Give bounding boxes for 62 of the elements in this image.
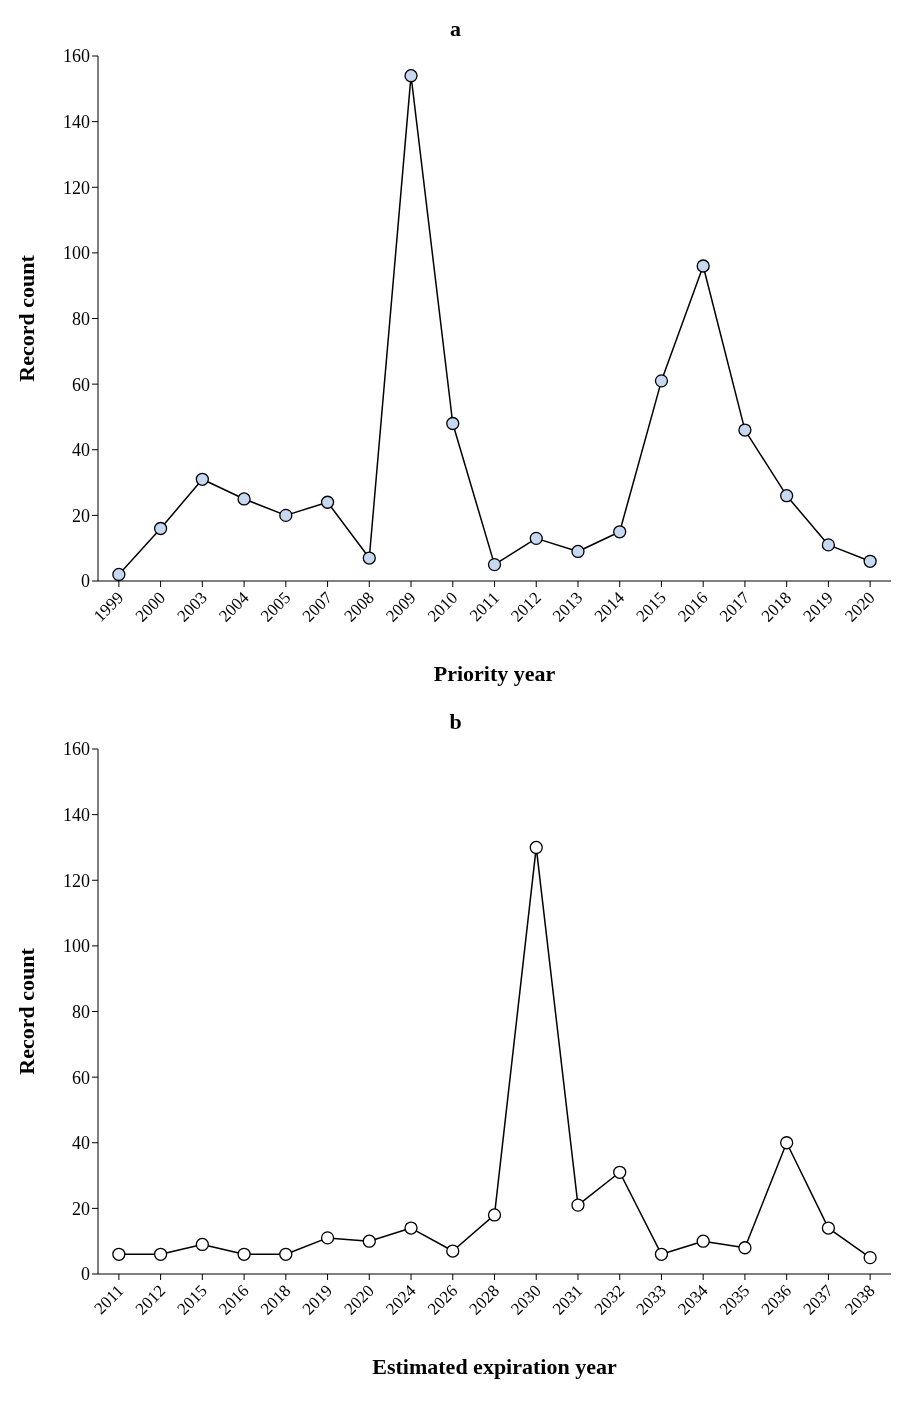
point	[571, 1198, 585, 1212]
point	[404, 69, 418, 83]
y-tick-label: 100	[63, 243, 90, 264]
point	[153, 1247, 168, 1261]
point	[696, 259, 710, 273]
point	[487, 1208, 502, 1222]
y-tick-label: 100	[63, 936, 90, 957]
point	[320, 1231, 335, 1245]
point	[654, 374, 669, 388]
point	[279, 1247, 293, 1261]
point	[237, 492, 251, 506]
y-axis-title: Record count	[13, 947, 39, 1075]
point	[571, 544, 585, 559]
point	[780, 489, 794, 503]
point	[404, 1221, 418, 1235]
y-tick-label: 20	[72, 505, 90, 526]
y-tick-label: 80	[72, 1001, 90, 1022]
y-tick-label: 120	[63, 177, 90, 198]
point	[613, 1165, 627, 1179]
y-tick-label: 0	[81, 571, 90, 592]
y-tick-label: 40	[72, 1133, 90, 1154]
y-tick-label: 140	[63, 112, 90, 133]
x-axis-title: Estimated expiration year	[372, 1354, 617, 1379]
y-tick-label: 40	[72, 440, 90, 461]
point	[195, 472, 209, 486]
point	[362, 551, 376, 565]
y-tick-label: 60	[72, 374, 90, 395]
y-axis-title: Record count	[13, 254, 39, 382]
point	[362, 1234, 376, 1248]
y-tick-label: 80	[72, 308, 90, 329]
point	[654, 1247, 669, 1261]
y-tick-label: 140	[63, 805, 90, 826]
point	[613, 525, 627, 539]
chart-title: a	[449, 15, 462, 43]
point	[863, 554, 877, 568]
point	[153, 521, 168, 536]
point	[529, 531, 543, 545]
x-axis-title: Priority year	[433, 661, 556, 686]
point	[112, 567, 126, 581]
point	[446, 1244, 460, 1258]
point	[112, 1247, 126, 1261]
point	[738, 423, 752, 437]
y-tick-label: 60	[72, 1067, 90, 1088]
point	[738, 1241, 752, 1255]
point	[279, 508, 293, 523]
point	[487, 557, 502, 572]
chart-title: b	[448, 708, 463, 736]
y-tick-label: 20	[72, 1198, 90, 1219]
y-tick-label: 160	[63, 739, 90, 760]
point	[863, 1250, 877, 1265]
point	[529, 840, 543, 855]
point	[780, 1136, 794, 1150]
y-tick-label: 120	[63, 870, 90, 891]
point	[320, 495, 335, 509]
point	[821, 1221, 836, 1235]
point	[696, 1234, 710, 1248]
point	[821, 538, 836, 552]
y-tick-label: 160	[63, 46, 90, 67]
point	[195, 1237, 209, 1252]
y-tick-label: 0	[81, 1264, 90, 1285]
point	[446, 416, 460, 431]
point	[237, 1247, 251, 1261]
